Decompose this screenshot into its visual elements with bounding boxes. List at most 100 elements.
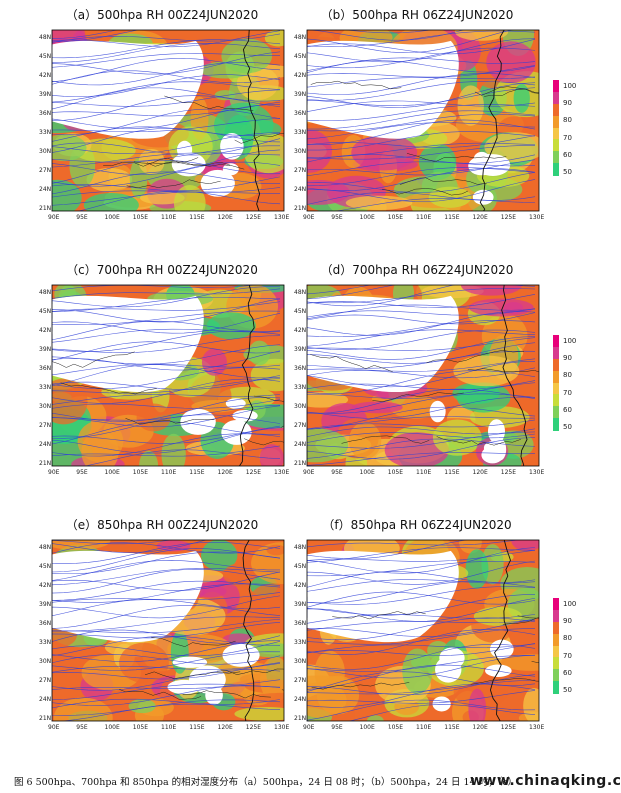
lon-tick-label: 115E	[444, 469, 460, 476]
lat-tick-label: 42N	[294, 327, 307, 334]
lat-tick-label: 27N	[39, 167, 52, 174]
colorbar-label: 90	[563, 617, 572, 626]
lat-tick-label: 39N	[294, 346, 307, 353]
rh-map: 48N 45N 42N 39N 36N 33N 30N 27N 24N 21N 90E 95E 100E…	[293, 28, 544, 223]
colorbar: 100 90 80 70 60 50	[553, 80, 583, 176]
lat-tick-label: 30N	[294, 403, 307, 410]
lat-tick-label: 45N	[39, 308, 52, 315]
colorbar-label: 100	[563, 599, 577, 608]
lat-tick-label: 21N	[39, 205, 52, 212]
lon-tick-label: 100E	[359, 724, 375, 731]
lat-tick-label: 42N	[39, 327, 52, 334]
colorbar-label: 60	[563, 150, 572, 159]
lon-tick-label: 125E	[500, 469, 516, 476]
panel-title: （b）500hpa RH 06Z24JUN2020	[320, 8, 514, 22]
lon-tick-label: 130E	[274, 724, 290, 731]
rh-field	[52, 285, 284, 466]
panel-a: （a）500hpa RH 00Z24JUN2020 48N 45N 42N 39N 36…	[38, 8, 289, 223]
lat-tick-label: 42N	[294, 582, 307, 589]
lon-tick-label: 100E	[104, 469, 120, 476]
rh-field	[52, 540, 284, 721]
colorbar-label: 80	[563, 634, 572, 643]
colorbar-label: 50	[563, 686, 572, 695]
colorbar-segment	[553, 163, 559, 176]
colorbar-label: 80	[563, 371, 572, 380]
lat-tick-label: 33N	[294, 639, 307, 646]
colorbar-segment	[553, 406, 559, 419]
lon-tick-label: 90E	[303, 469, 315, 476]
lat-tick-label: 45N	[294, 563, 307, 570]
panel-c: （c）700hpa RH 00Z24JUN2020 48N 45N 42N 39N 36…	[38, 263, 290, 478]
colorbar-label: 60	[563, 405, 572, 414]
lon-tick-label: 95E	[76, 724, 88, 731]
lat-tick-label: 45N	[39, 53, 52, 60]
lon-tick-label: 100E	[104, 724, 120, 731]
lat-tick-label: 48N	[294, 544, 307, 551]
panel-title: （f）850hpa RH 06Z24JUN2020	[322, 518, 512, 532]
lat-tick-label: 24N	[39, 441, 52, 448]
watermark-text: 中国期刊网	[378, 728, 509, 753]
lat-tick-label: 48N	[39, 544, 52, 551]
colorbar-segment	[553, 103, 559, 117]
lon-tick-label: 125E	[245, 724, 261, 731]
lat-tick-label: 39N	[294, 601, 307, 608]
lon-tick-label: 115E	[189, 469, 205, 476]
colorbar-label: 90	[563, 99, 572, 108]
lon-tick-label: 105E	[132, 724, 148, 731]
lon-tick-label: 90E	[48, 214, 60, 221]
lat-tick-label: 24N	[294, 186, 307, 193]
lat-tick-label: 39N	[39, 601, 52, 608]
lat-tick-label: 21N	[294, 715, 307, 722]
colorbar-label: 70	[563, 388, 572, 397]
lat-tick-label: 42N	[39, 72, 52, 79]
lat-tick-label: 39N	[294, 91, 307, 98]
lat-tick-label: 39N	[39, 91, 52, 98]
lon-tick-label: 90E	[48, 724, 60, 731]
panel-b: （b）500hpa RH 06Z24JUN2020 48N 45N 42N 39N 36…	[293, 8, 544, 223]
lat-tick-label: 36N	[39, 620, 52, 627]
colorbar-label: 100	[563, 336, 577, 345]
lon-tick-label: 95E	[331, 724, 343, 731]
lon-tick-label: 105E	[132, 214, 148, 221]
panel-f: （f）850hpa RH 06Z24JUN2020 48N 45N 42N 39N 36…	[293, 518, 544, 733]
lat-tick-label: 36N	[294, 110, 307, 117]
colorbar-segment	[553, 669, 559, 682]
colorbar-segment	[553, 621, 559, 635]
colorbar-segment	[553, 394, 559, 407]
lat-tick-label: 42N	[294, 72, 307, 79]
lon-tick-label: 100E	[359, 469, 375, 476]
colorbar-label: 60	[563, 668, 572, 677]
colorbar-segment	[553, 358, 559, 372]
colorbar-label: 70	[563, 133, 572, 142]
colorbar-segment	[553, 645, 559, 658]
rh-map: 48N 45N 42N 39N 36N 33N 30N 27N 24N 21N 90E 95E 100E…	[293, 283, 545, 478]
lon-tick-label: 125E	[500, 724, 516, 731]
lat-tick-label: 24N	[39, 186, 52, 193]
lon-tick-label: 125E	[500, 214, 516, 221]
lon-tick-label: 110E	[416, 214, 432, 221]
lat-tick-label: 36N	[39, 365, 52, 372]
panel-e: （e）850hpa RH 00Z24JUN2020 48N 45N 42N 39N 36…	[38, 518, 290, 733]
rh-map: 48N 45N 42N 39N 36N 33N 30N 27N 24N 21N 90E 95E 100E…	[38, 283, 290, 478]
panel-title: （c）700hpa RH 00Z24JUN2020	[66, 263, 258, 277]
lat-tick-label: 30N	[39, 148, 52, 155]
lon-tick-label: 115E	[189, 214, 205, 221]
colorbar-segment	[553, 127, 559, 140]
lat-tick-label: 33N	[294, 129, 307, 136]
lon-tick-label: 105E	[387, 724, 403, 731]
lon-tick-label: 100E	[104, 214, 120, 221]
lon-tick-label: 95E	[331, 214, 343, 221]
lon-tick-label: 130E	[274, 469, 290, 476]
colorbar-segment	[553, 346, 559, 360]
colorbar-label: 80	[563, 116, 572, 125]
colorbar: 100 90 80 70 60 50	[553, 598, 583, 695]
lat-tick-label: 36N	[294, 365, 307, 372]
rh-field	[307, 540, 539, 721]
panel-d: （d）700hpa RH 06Z24JUN2020 48N 45N 42N 39N 36…	[293, 263, 545, 478]
colorbar-segment	[553, 151, 559, 164]
lat-tick-label: 21N	[39, 460, 52, 467]
colorbar-segment	[553, 370, 559, 383]
lon-tick-label: 130E	[529, 469, 545, 476]
lat-tick-label: 27N	[39, 422, 52, 429]
lat-tick-label: 33N	[39, 384, 52, 391]
